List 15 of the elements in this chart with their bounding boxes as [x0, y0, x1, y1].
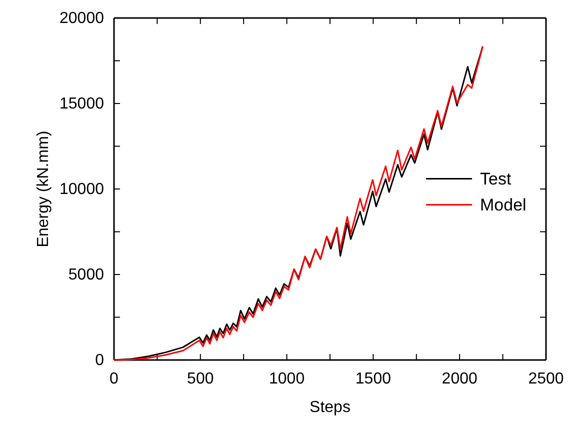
- y-tick-label: 15000: [60, 96, 104, 113]
- y-tick-label: 10000: [60, 181, 104, 198]
- x-tick-label: 1500: [355, 370, 392, 388]
- y-tick-label: 0: [95, 352, 104, 370]
- legend-label: Model: [480, 196, 526, 215]
- y-tick-label: 5000: [68, 266, 104, 284]
- y-tick-label: 20000: [60, 10, 104, 28]
- x-tick-label: 2500: [528, 370, 564, 388]
- x-tick-label: 1000: [269, 370, 305, 388]
- x-axis-title: Steps: [310, 399, 350, 416]
- x-tick-label: 0: [110, 370, 119, 388]
- x-tick-label: 500: [187, 370, 214, 388]
- y-axis-title: Energy (kN.mm): [35, 130, 52, 248]
- x-tick-label: 2000: [442, 370, 478, 388]
- legend-label: Test: [480, 170, 512, 189]
